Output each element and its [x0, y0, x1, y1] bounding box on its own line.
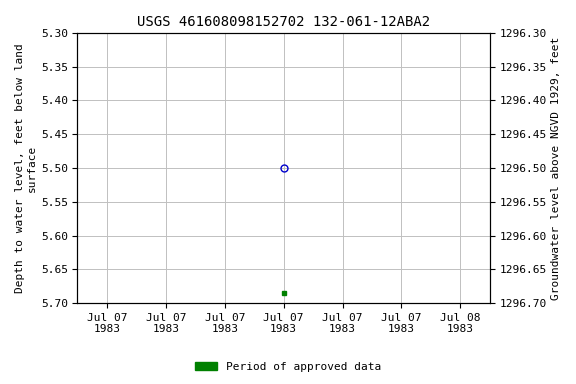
Y-axis label: Groundwater level above NGVD 1929, feet: Groundwater level above NGVD 1929, feet	[551, 36, 561, 300]
Title: USGS 461608098152702 132-061-12ABA2: USGS 461608098152702 132-061-12ABA2	[137, 15, 430, 29]
Y-axis label: Depth to water level, feet below land
surface: Depth to water level, feet below land su…	[15, 43, 37, 293]
Legend: Period of approved data: Period of approved data	[191, 358, 385, 377]
